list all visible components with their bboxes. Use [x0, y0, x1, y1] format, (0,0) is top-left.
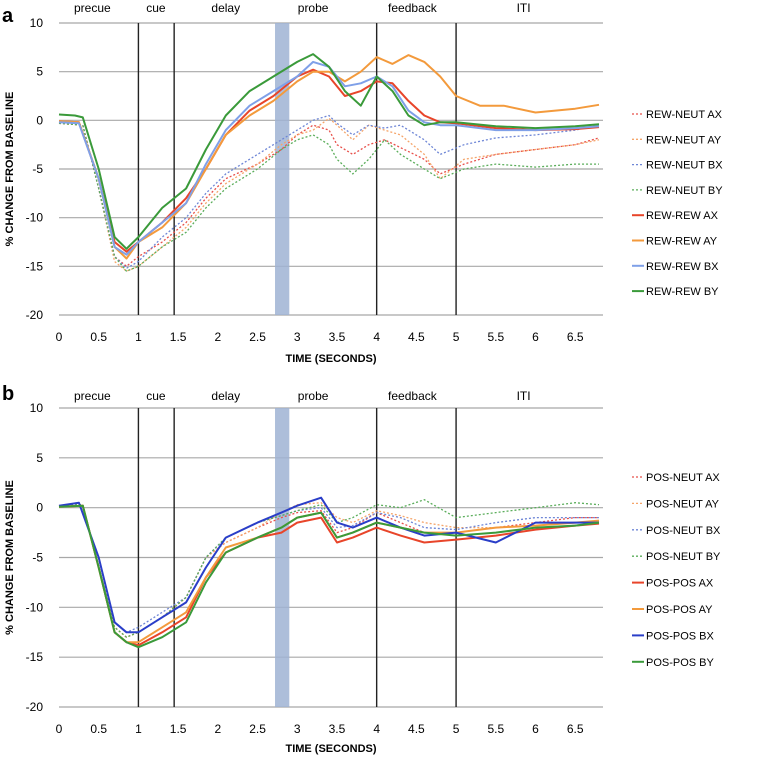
legend-label: REW-REW BX: [646, 261, 719, 273]
phase-label: ITI: [517, 389, 531, 403]
y-tick-label: -15: [26, 259, 44, 273]
x-tick-label: 3: [294, 330, 301, 344]
x-tick-label: 4: [373, 330, 380, 344]
x-tick-label: 4: [373, 722, 380, 736]
panel-label: b: [2, 383, 14, 405]
x-tick-label: 2.5: [249, 722, 266, 736]
x-tick-label: 0: [56, 722, 63, 736]
legend: POS-NEUT AX POS-NEUT AY POS-NEUT BX POS-NEU…: [632, 472, 721, 669]
phase-label: precue: [74, 389, 111, 403]
x-tick-label: 5.5: [487, 330, 504, 344]
x-tick-label: 1.5: [170, 330, 187, 344]
phase-label: cue: [146, 389, 166, 403]
phase-label: delay: [211, 1, 240, 15]
y-tick-label: 5: [36, 65, 43, 79]
x-tick-label: 0: [56, 330, 63, 344]
chart-panel-a: 10 5 0 -5 -10 -15 -20 0 0.5 1 1.5 2 2.5 3 3.5 4 4.5 5 5.5 6…: [2, 1, 723, 365]
x-tick-label: 3.5: [329, 330, 346, 344]
phase-label: feedback: [388, 1, 438, 15]
shaded-interval: [275, 23, 290, 315]
legend-label: POS-POS BX: [646, 630, 715, 642]
legend-label: POS-NEUT BX: [646, 525, 721, 537]
x-tick-label: 2: [214, 722, 221, 736]
x-tick-label: 1: [135, 722, 142, 736]
legend-label: REW-NEUT BX: [646, 160, 723, 172]
legend-label: REW-NEUT AY: [646, 134, 722, 146]
y-axis-title: % CHANGE FROM BASELINE: [4, 92, 16, 247]
chart-panel-b: 10 5 0 -5 -10 -15 -20 0 0.5 1 1.5 2 2.5 3 3.5 4 4.5 5 5.5 6…: [2, 383, 721, 755]
y-tick-label: 0: [36, 501, 43, 515]
x-tick-label: 3.5: [329, 722, 346, 736]
x-tick-label: 5: [453, 722, 460, 736]
legend-label: POS-POS AY: [646, 604, 713, 616]
legend-label: REW-NEUT BY: [646, 185, 723, 197]
phase-label: probe: [298, 1, 329, 15]
x-tick-label: 0.5: [90, 330, 107, 344]
phase-label: delay: [211, 389, 240, 403]
shaded-interval: [275, 408, 290, 707]
y-tick-label: -5: [32, 551, 43, 565]
panel-label: a: [2, 5, 14, 27]
series-line: [58, 54, 600, 260]
x-tick-label: 6: [532, 722, 539, 736]
y-axis-title: % CHANGE FROM BASELINE: [4, 480, 16, 635]
series-line: [58, 122, 600, 267]
phase-label: cue: [146, 1, 166, 15]
x-tick-label: 1.5: [170, 722, 187, 736]
x-axis-title: TIME (SECONDS): [285, 743, 376, 755]
x-tick-label: 2.5: [249, 330, 266, 344]
y-tick-label: 0: [36, 113, 43, 127]
phase-label: feedback: [388, 389, 438, 403]
legend-label: REW-NEUT AX: [646, 109, 723, 121]
series-line: [58, 502, 599, 638]
x-tick-label: 2: [214, 330, 221, 344]
x-tick-label: 3: [294, 722, 301, 736]
x-axis-title: TIME (SECONDS): [285, 353, 376, 365]
phase-label: ITI: [517, 1, 531, 15]
phase-label: probe: [298, 389, 329, 403]
series-line: [58, 68, 600, 253]
series-line: [58, 117, 600, 272]
y-tick-label: 5: [36, 451, 43, 465]
series-line: [58, 53, 600, 250]
y-tick-label: 10: [30, 16, 44, 30]
legend-label: POS-POS BY: [646, 657, 715, 669]
x-tick-label: 0.5: [90, 722, 107, 736]
series-line: [58, 114, 600, 269]
phase-label: precue: [74, 1, 111, 15]
x-tick-label: 1: [135, 330, 142, 344]
x-tick-label: 6: [532, 330, 539, 344]
series-line: [58, 60, 600, 256]
legend-label: REW-REW AY: [646, 236, 718, 248]
x-tick-label: 6.5: [567, 722, 584, 736]
y-tick-label: -20: [26, 308, 44, 322]
legend-label: REW-REW AX: [646, 210, 719, 222]
legend: REW-NEUT AX REW-NEUT AY REW-NEUT BX REW-NEU…: [632, 109, 723, 298]
series-line: [58, 504, 599, 638]
y-tick-label: -5: [32, 162, 43, 176]
legend-label: POS-NEUT BY: [646, 551, 721, 563]
x-tick-label: 4.5: [408, 330, 425, 344]
legend-label: POS-POS AX: [646, 578, 714, 590]
legend-label: POS-NEUT AY: [646, 498, 720, 510]
legend-label: POS-NEUT AX: [646, 472, 720, 484]
series-line: [58, 504, 600, 649]
legend-label: REW-REW BY: [646, 286, 719, 298]
y-tick-label: 10: [30, 401, 44, 415]
y-tick-label: -20: [26, 700, 44, 714]
x-tick-label: 4.5: [408, 722, 425, 736]
y-tick-label: -15: [26, 650, 44, 664]
series-line: [58, 122, 599, 272]
x-tick-label: 6.5: [567, 330, 584, 344]
y-tick-label: -10: [26, 211, 44, 225]
y-tick-label: -10: [26, 600, 44, 614]
x-tick-label: 5: [453, 330, 460, 344]
series-line: [58, 504, 599, 633]
x-tick-label: 5.5: [487, 722, 504, 736]
